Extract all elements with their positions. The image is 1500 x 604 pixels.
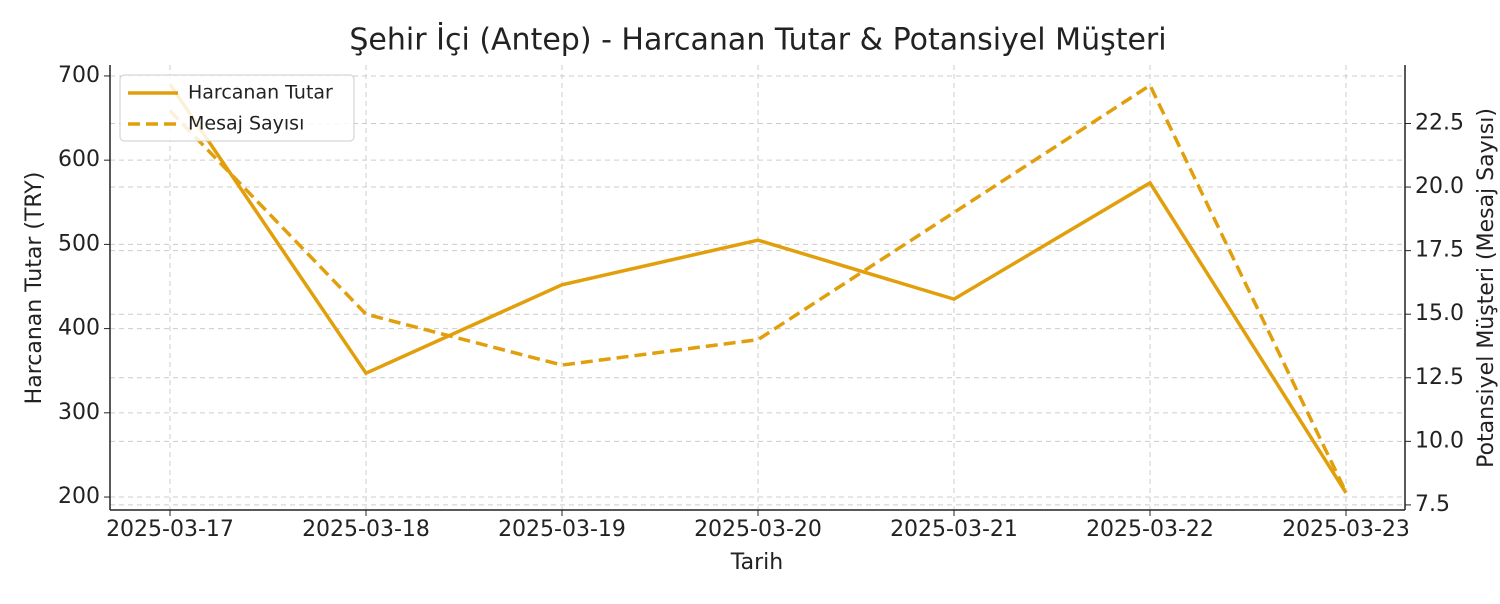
- y-tick-label: 200: [58, 484, 100, 509]
- y-tick-label: 300: [58, 400, 100, 425]
- y-tick-label: 600: [58, 147, 100, 172]
- chart-title: Şehir İçi (Antep) - Harcanan Tutar & Pot…: [349, 22, 1166, 58]
- y2-tick-label: 7.5: [1415, 492, 1450, 517]
- x-tick-label: 2025-03-21: [890, 517, 1018, 542]
- legend-label: Harcanan Tutar: [188, 82, 333, 104]
- y-tick-label: 500: [58, 231, 100, 256]
- legend-box: [119, 74, 355, 142]
- y-tick-label: 400: [58, 316, 100, 341]
- y2-axis-label: Potansiyel Müşteri (Mesaj Sayısı): [1474, 108, 1499, 468]
- y2-tick-label: 10.0: [1415, 428, 1464, 453]
- y2-tick-label: 20.0: [1415, 174, 1464, 199]
- legend-label: Mesaj Sayısı: [188, 113, 304, 135]
- y-axis-label: Harcanan Tutar (TRY): [22, 172, 47, 405]
- x-tick-label: 2025-03-19: [498, 517, 626, 542]
- x-tick-label: 2025-03-22: [1086, 517, 1214, 542]
- x-tick-label: 2025-03-17: [106, 517, 234, 542]
- x-tick-label: 2025-03-18: [302, 517, 430, 542]
- y2-tick-label: 17.5: [1415, 238, 1464, 263]
- x-axis-label: Tarih: [730, 550, 783, 575]
- y2-tick-label: 22.5: [1415, 110, 1464, 135]
- x-tick-label: 2025-03-20: [694, 517, 822, 542]
- x-tick-label: 2025-03-23: [1282, 517, 1410, 542]
- y2-tick-label: 15.0: [1415, 301, 1464, 326]
- line-series: [168, 83, 1348, 494]
- y-tick-label: 700: [58, 63, 100, 88]
- y2-tick-label: 12.5: [1415, 365, 1464, 390]
